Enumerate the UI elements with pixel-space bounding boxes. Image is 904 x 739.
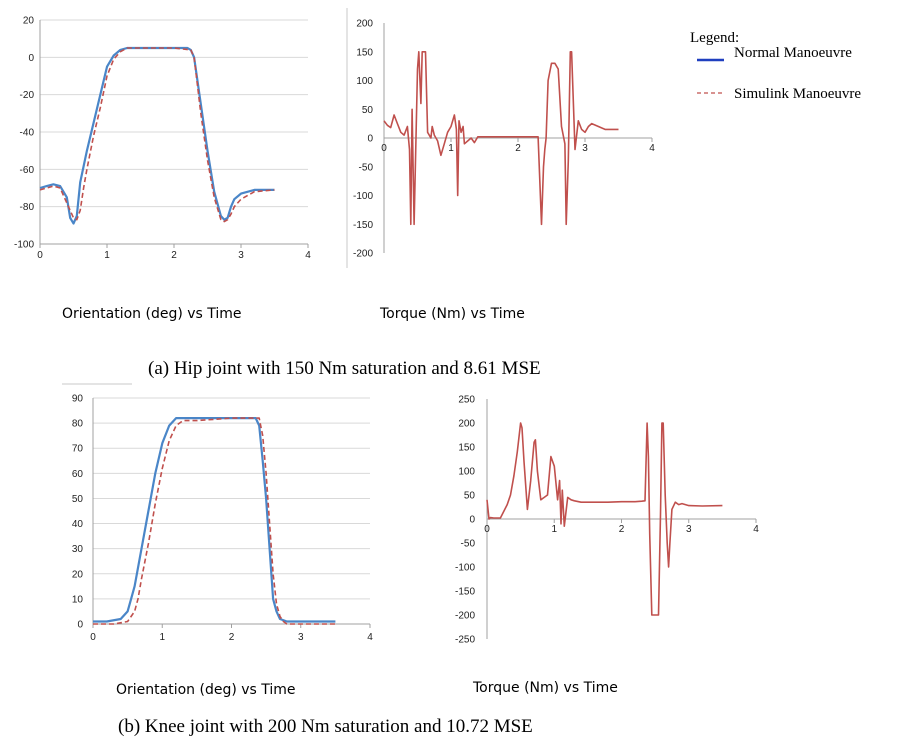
x-tick-label-knee-torque-4: 4 [753, 524, 759, 535]
y-tick-label-knee-torque-1: -200 [455, 611, 475, 622]
knee-orientation-chart: 0 10 20 30 40 50 60 70 80 90 0 1 2 3 4 [72, 394, 373, 644]
y-tick-label-hip-torque-8: 200 [356, 19, 373, 30]
y-tick-label-hip-orientation-6: 20 [23, 16, 35, 27]
x-tick-label-hip-torque-1: 1 [448, 143, 454, 154]
y-tick-label-knee-torque-8: 150 [458, 443, 475, 454]
x-tick-label-hip-torque-4: 4 [649, 143, 655, 154]
y-tick-label-hip-torque-3: -50 [359, 162, 374, 173]
x-tick-label-hip-orientation-4: 4 [305, 250, 311, 261]
x-tick-label-hip-orientation-0: 0 [37, 250, 43, 261]
x-tick-label-hip-orientation-2: 2 [171, 250, 177, 261]
hip-orientation-title: Orientation (deg) vs Time [62, 306, 242, 322]
x-tick-label-hip-orientation-3: 3 [238, 250, 244, 261]
y-tick-label-hip-orientation-3: -40 [20, 128, 35, 139]
y-tick-label-knee-torque-5: 0 [469, 515, 475, 526]
x-tick-label-knee-orientation-1: 1 [159, 632, 165, 643]
y-tick-label-knee-orientation-7: 70 [72, 444, 84, 455]
y-tick-label-knee-torque-7: 100 [458, 467, 475, 478]
y-tick-label-knee-orientation-6: 60 [72, 469, 84, 480]
x-tick-label-hip-torque-0: 0 [381, 143, 387, 154]
y-tick-label-knee-orientation-0: 0 [77, 620, 83, 631]
y-tick-label-hip-orientation-5: 0 [28, 53, 34, 64]
hip-torque-title: Torque (Nm) vs Time [379, 306, 525, 322]
knee-orientation-title: Orientation (deg) vs Time [116, 682, 296, 698]
legend-normal-label: Normal Manoeuvre [734, 45, 852, 61]
y-tick-label-hip-orientation-2: -60 [20, 165, 35, 176]
x-tick-label-knee-orientation-2: 2 [229, 632, 235, 643]
y-tick-label-hip-torque-4: 0 [367, 134, 373, 145]
y-tick-label-knee-torque-2: -150 [455, 587, 475, 598]
series-line-knee-torque-0 [486, 422, 723, 616]
y-tick-label-hip-torque-2: -100 [353, 191, 373, 202]
x-tick-label-knee-torque-0: 0 [484, 524, 490, 535]
y-tick-label-hip-torque-5: 50 [362, 105, 374, 116]
x-tick-label-knee-orientation-4: 4 [367, 632, 373, 643]
x-tick-label-knee-torque-1: 1 [551, 524, 557, 535]
y-tick-label-knee-torque-10: 250 [458, 395, 475, 406]
x-tick-label-knee-torque-3: 3 [686, 524, 692, 535]
y-tick-label-hip-torque-1: -150 [353, 220, 373, 231]
y-tick-label-hip-torque-0: -200 [353, 249, 373, 260]
x-tick-label-knee-orientation-3: 3 [298, 632, 304, 643]
x-tick-label-hip-torque-2: 2 [515, 143, 521, 154]
series-line-hip-torque-0 [383, 50, 619, 226]
y-tick-label-hip-orientation-0: -100 [14, 240, 34, 251]
y-tick-label-knee-torque-4: -50 [461, 539, 476, 550]
y-tick-label-hip-torque-7: 150 [356, 47, 373, 58]
y-tick-label-knee-orientation-1: 10 [72, 594, 84, 605]
series-line-hip-orientation-1 [39, 47, 275, 223]
hip-caption: (a) Hip joint with 150 Nm saturation and… [148, 358, 541, 379]
y-tick-label-hip-orientation-4: -20 [20, 90, 35, 101]
y-tick-label-hip-torque-6: 100 [356, 76, 373, 87]
y-tick-label-knee-orientation-2: 20 [72, 569, 84, 580]
x-tick-label-knee-orientation-0: 0 [90, 632, 96, 643]
series-line-knee-orientation-0 [93, 417, 336, 623]
y-tick-label-knee-orientation-5: 50 [72, 494, 84, 505]
knee-torque-chart: -250 -200 -150 -100 -50 0 50 100 150 200 250 0 1 2 3 4 [455, 395, 759, 646]
x-tick-label-knee-torque-2: 2 [619, 524, 625, 535]
y-tick-label-knee-torque-9: 200 [458, 419, 475, 430]
y-tick-label-knee-orientation-8: 80 [72, 419, 84, 430]
legend-simulink-label: Simulink Manoeuvre [734, 86, 861, 102]
knee-torque-title: Torque (Nm) vs Time [472, 680, 618, 696]
y-tick-label-knee-orientation-9: 90 [72, 394, 84, 405]
y-tick-label-knee-torque-6: 50 [464, 491, 476, 502]
legend: Legend: Normal Manoeuvre Simulink Manoeu… [690, 30, 861, 102]
y-tick-label-hip-orientation-1: -80 [20, 202, 35, 213]
knee-caption: (b) Knee joint with 200 Nm saturation an… [118, 716, 533, 737]
x-tick-label-hip-torque-3: 3 [582, 143, 588, 154]
y-tick-label-knee-torque-3: -100 [455, 563, 475, 574]
series-line-knee-orientation-1 [93, 417, 336, 625]
y-tick-label-knee-orientation-3: 30 [72, 544, 84, 555]
series-line-hip-orientation-0 [39, 46, 275, 225]
hip-torque-chart: -200 -150 -100 -50 0 50 100 150 200 0 1 2 3 4 [353, 19, 655, 260]
legend-title: Legend: [690, 30, 739, 46]
y-tick-label-knee-torque-0: -250 [455, 635, 475, 646]
hip-orientation-chart: -100 -80 -60 -40 -20 0 20 0 1 2 3 4 [14, 16, 311, 262]
x-tick-label-hip-orientation-1: 1 [104, 250, 110, 261]
y-tick-label-knee-orientation-4: 40 [72, 519, 84, 530]
